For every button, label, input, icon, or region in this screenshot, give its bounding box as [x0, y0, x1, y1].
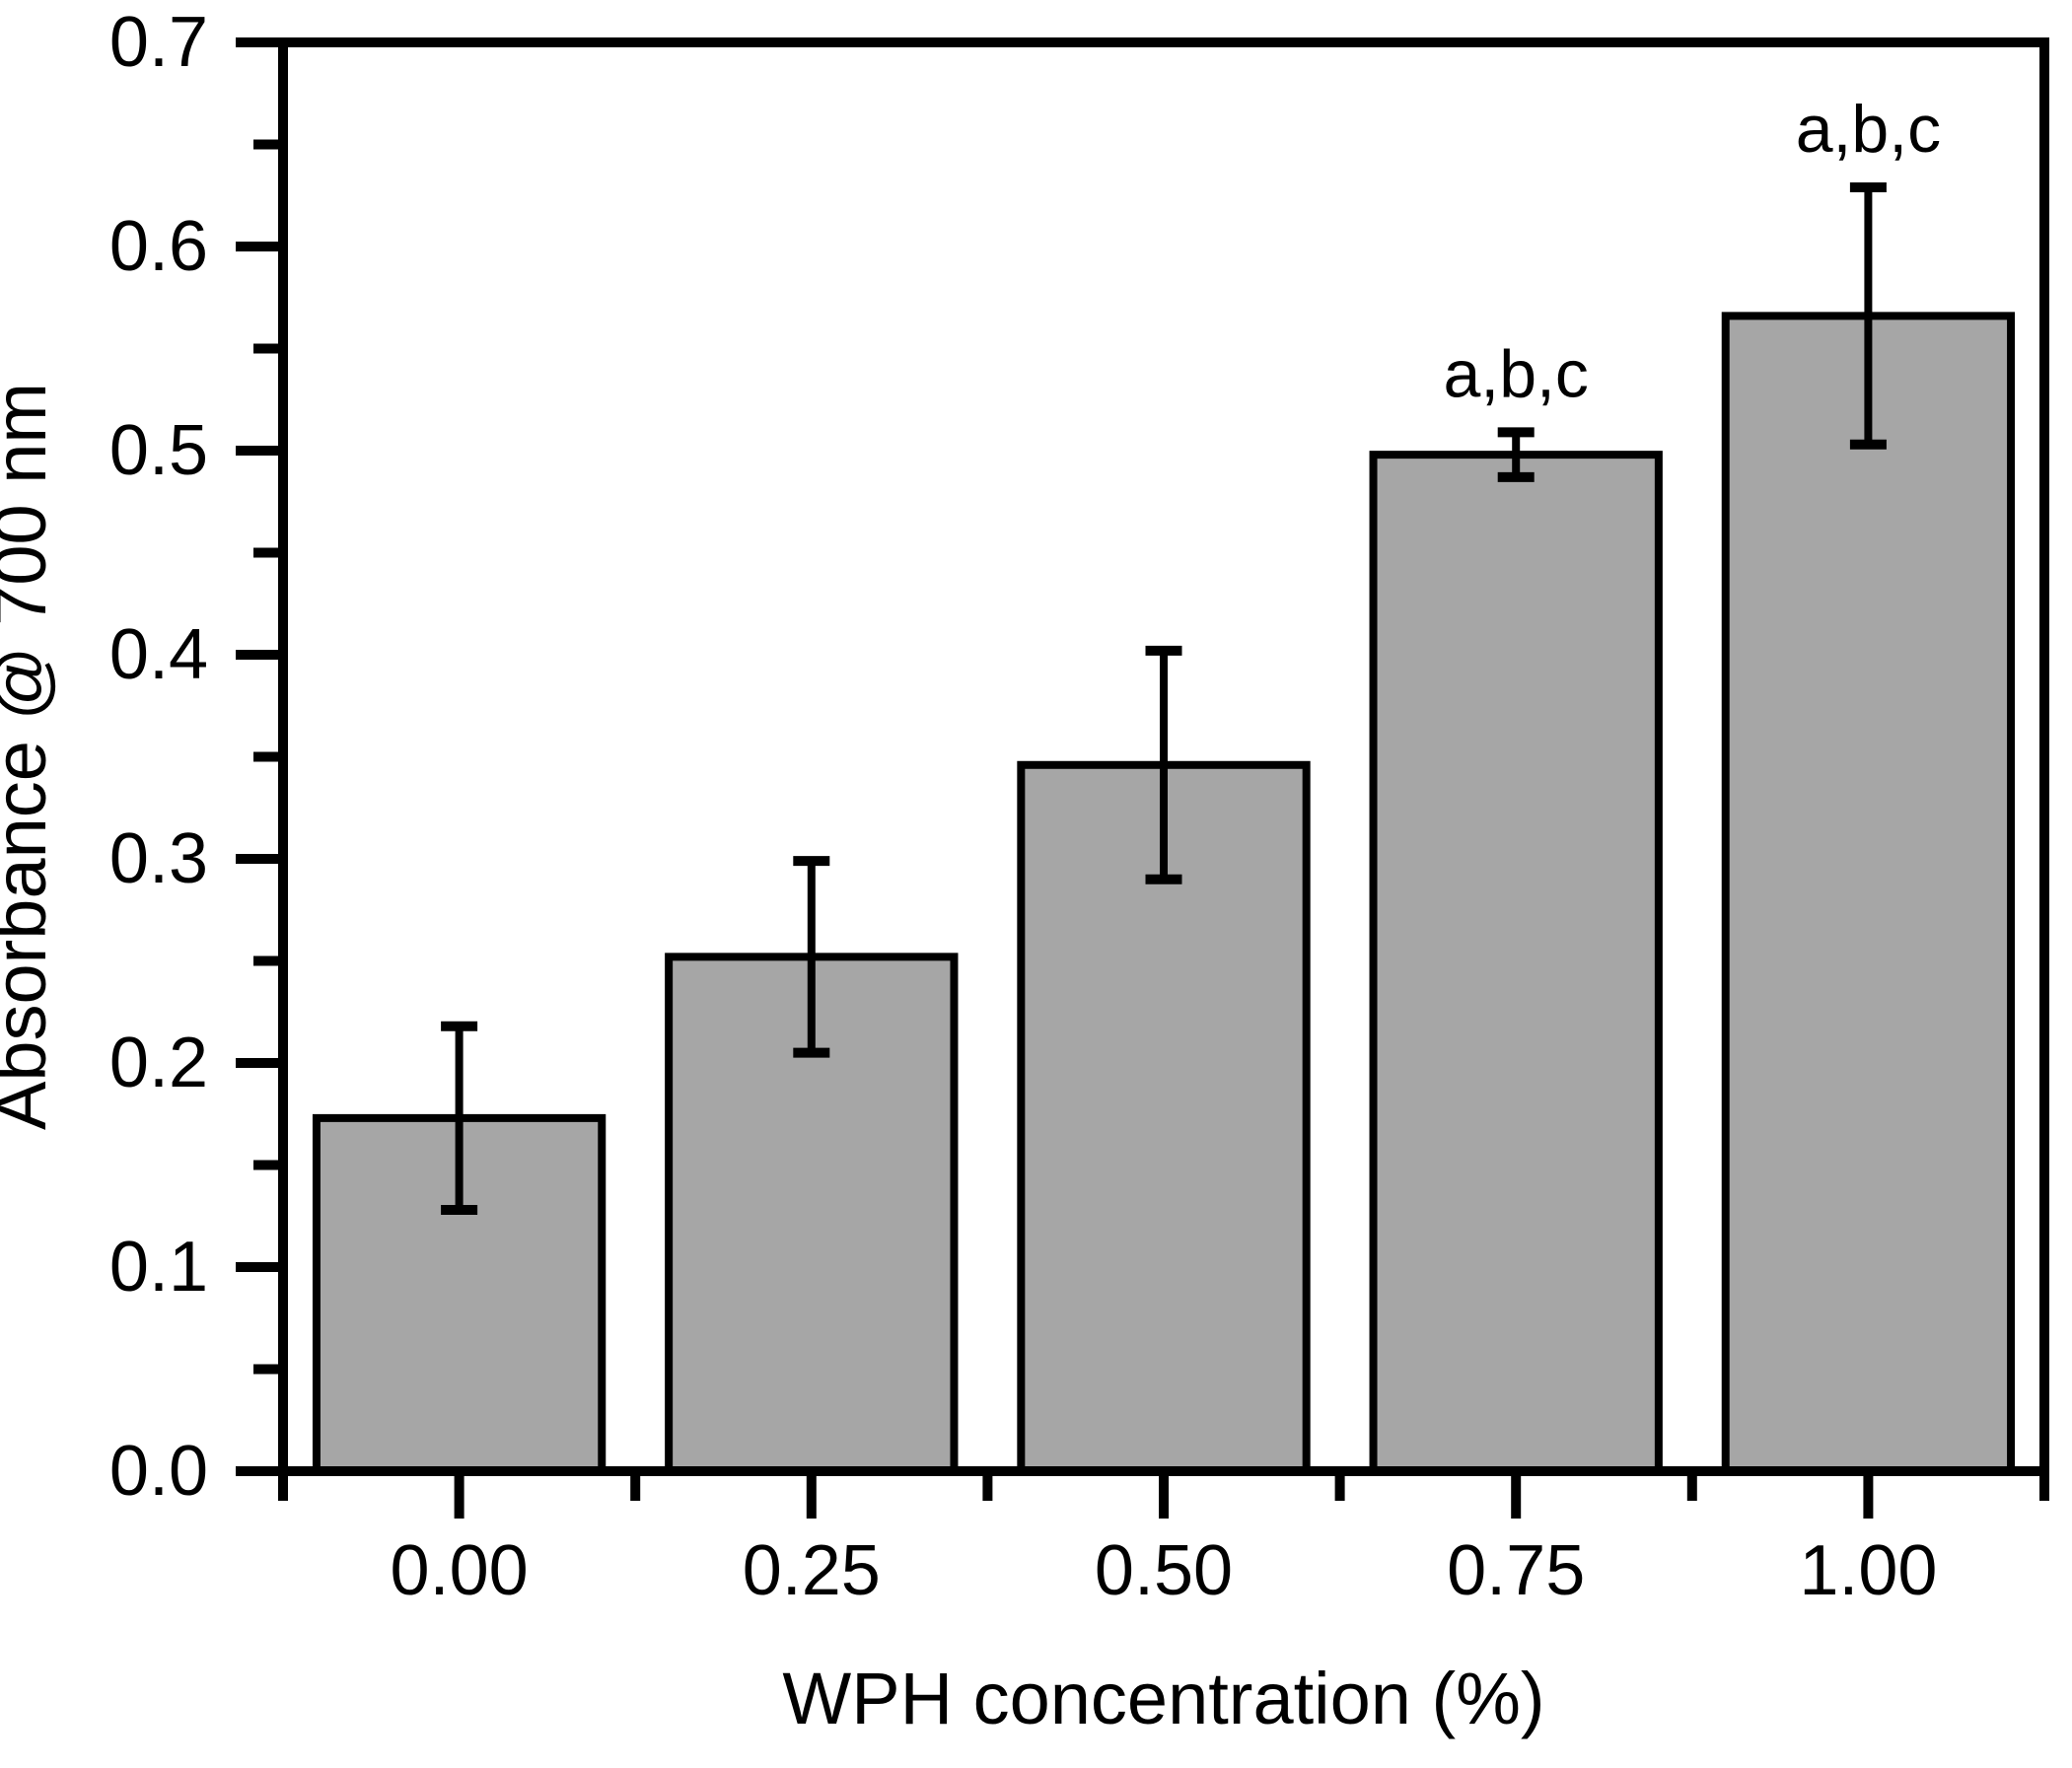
significance-annotation: a,b,c [1443, 336, 1588, 411]
y-tick-label: 0.6 [109, 207, 208, 286]
chart-layer: 0.0 0.1 0.2 0.3 0.4 0.5 0.6 0.7 0.00 0.25 0.50 0.75… [109, 3, 2049, 1610]
x-tick-label: 0.50 [1095, 1531, 1233, 1610]
x-tick-label: 0.25 [743, 1531, 881, 1610]
y-tick-label: 0.7 [109, 3, 208, 82]
y-tick-label: 0.1 [109, 1228, 208, 1307]
bar-1.00 [1721, 312, 2016, 1475]
y-tick-label: 0.3 [109, 819, 208, 898]
y-axis-label: Absorbance @ 700 nm [0, 383, 61, 1130]
y-tick-label: 0.0 [109, 1432, 208, 1511]
y-tick-label: 0.5 [109, 411, 208, 490]
significance-annotation: a,b,c [1796, 92, 1941, 167]
bar-0.75 [1369, 451, 1663, 1475]
y-tick-label: 0.4 [109, 615, 208, 694]
x-tick-label: 1.00 [1799, 1531, 1937, 1610]
x-tick-label: 0.75 [1447, 1531, 1585, 1610]
x-tick-label: 0.00 [391, 1531, 529, 1610]
y-tick-label: 0.2 [109, 1024, 208, 1102]
x-axis-label: WPH concentration (%) [782, 1658, 1544, 1739]
